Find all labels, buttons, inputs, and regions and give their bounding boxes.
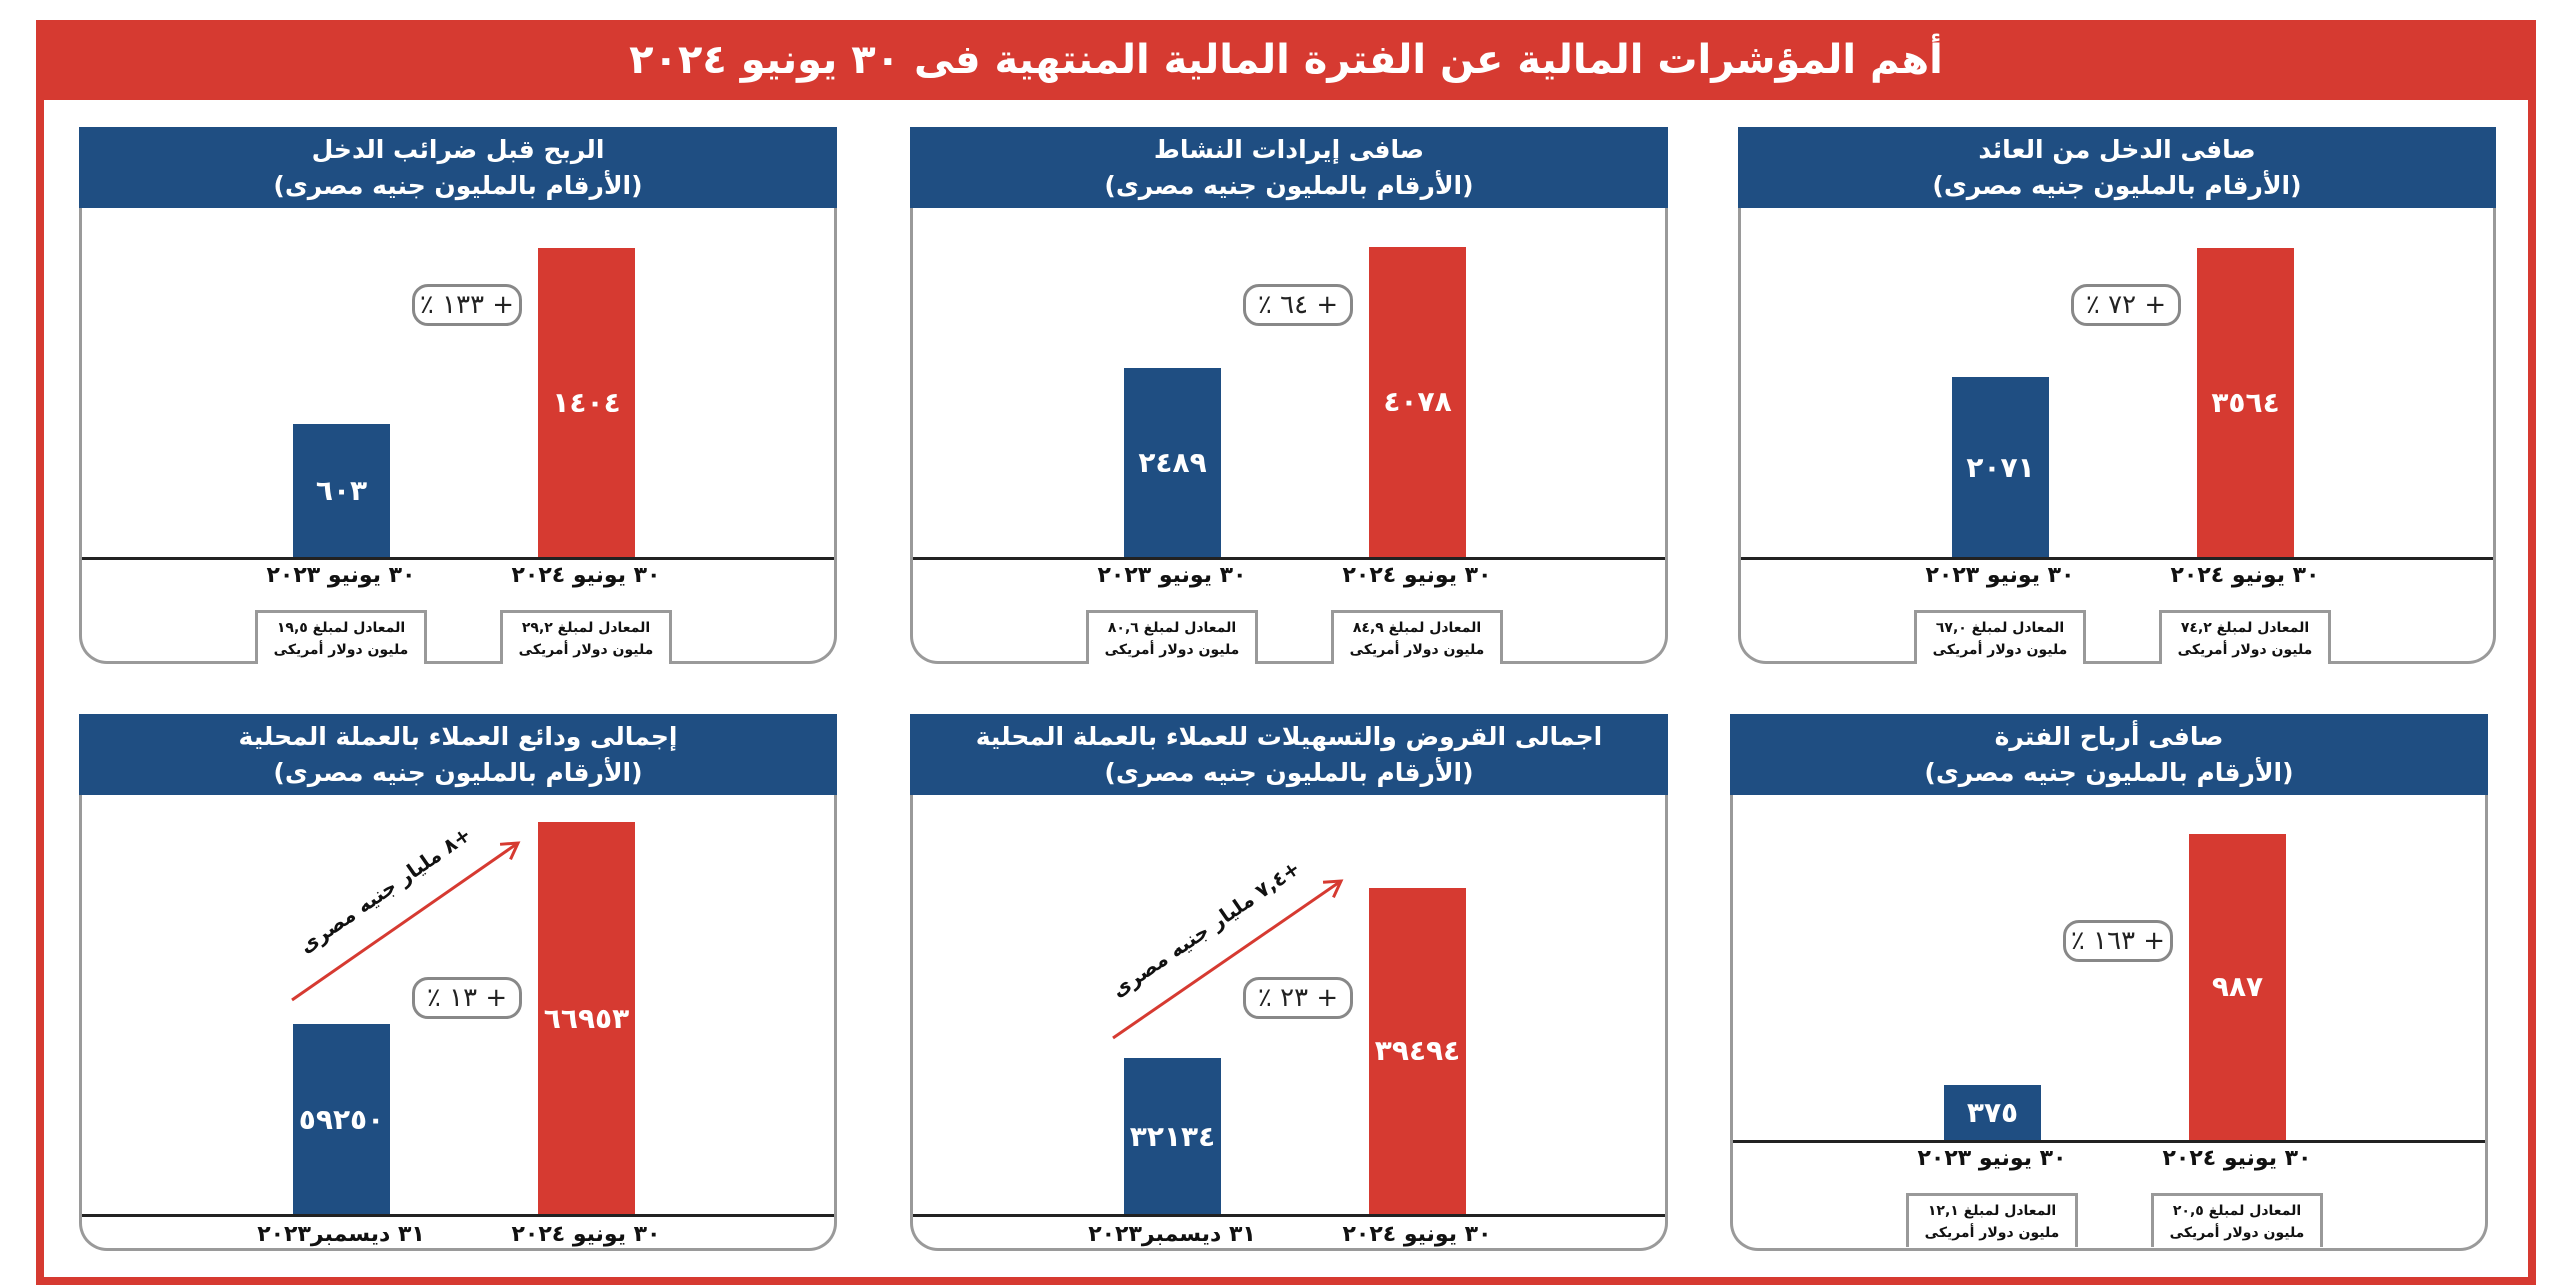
usd-unit: مليون دولار أمريكى <box>2169 1224 2305 1241</box>
chart-subtitle: (الأرقام بالمليون جنيه مصرى) <box>273 757 643 787</box>
bar-value-label: ٦٠٣ <box>315 474 368 508</box>
bar-value-label: ٣٩٤٩٤ <box>1374 1034 1461 1068</box>
usd-amount: المعادل لمبلغ ١٩,٥ <box>276 619 406 636</box>
usd-equivalent-box: المعادل لمبلغ ٨٤,٩ مليون دولار أمريكى <box>1331 610 1503 664</box>
chart-subtitle: (الأرقام بالمليون جنيه مصرى) <box>1104 757 1474 787</box>
usd-equivalent-box: المعادل لمبلغ ٢٠,٥ مليون دولار أمريكى <box>2151 1193 2323 1247</box>
x-tick-label: ٣٠ يونيو ٢٠٢٤ <box>511 563 661 588</box>
usd-unit: مليون دولار أمريكى <box>1932 641 2068 658</box>
bar-current: ٦٦٩٥٣ <box>538 822 635 1214</box>
usd-equivalent-box: المعادل لمبلغ ٨٠,٦ مليون دولار أمريكى <box>1086 610 1258 664</box>
change-percent-badge: + ١٣ ٪ <box>412 977 522 1019</box>
x-axis-baseline <box>913 1214 1665 1217</box>
usd-unit: مليون دولار أمريكى <box>1349 641 1485 658</box>
chart-header: اجمالى القروض والتسهيلات للعملاء بالعملة… <box>910 714 1668 795</box>
bar-value-label: ٢٠٧١ <box>1966 450 2035 484</box>
usd-amount: المعادل لمبلغ ٦٧,٠ <box>1935 619 2065 636</box>
bar-value-label: ٩٨٧ <box>2211 970 2264 1004</box>
bar-current: ٣٥٦٤ <box>2197 247 2294 557</box>
chart-panel-net-operating-income: صافى إيرادات النشاط (الأرقام بالمليون جني… <box>910 127 1668 664</box>
chart-header: صافى إيرادات النشاط (الأرقام بالمليون جني… <box>910 127 1668 208</box>
x-tick-label: ٣١ ديسمبر٢٠٢٣ <box>257 1222 425 1247</box>
chart-header: صافى الدخل من العائد (الأرقام بالمليون جن… <box>1738 127 2496 208</box>
usd-equivalent-box: المعادل لمبلغ ١٢,١ مليون دولار أمريكى <box>1906 1193 2078 1247</box>
x-axis-baseline <box>1741 557 2493 560</box>
bar-previous: ٥٩٢٥٠ <box>293 1024 390 1214</box>
bar-current: ٣٩٤٩٤ <box>1369 887 1466 1214</box>
x-tick-label: ٣٠ يونيو ٢٠٢٤ <box>2170 563 2320 588</box>
chart-header: إجمالى ودائع العملاء بالعملة المحلية (الأ… <box>79 714 837 795</box>
chart-panel-deposits-local-currency: إجمالى ودائع العملاء بالعملة المحلية (الأ… <box>79 714 837 1251</box>
change-percent-badge: + ١٦٣ ٪ <box>2063 920 2173 962</box>
usd-equivalent-box: المعادل لمبلغ ١٩,٥ مليون دولار أمريكى <box>255 610 427 664</box>
x-axis-baseline <box>82 557 834 560</box>
chart-title: صافى الدخل من العائد <box>1978 134 2256 164</box>
bar-previous: ٣٧٥ <box>1944 1084 2041 1140</box>
usd-unit: مليون دولار أمريكى <box>2177 641 2313 658</box>
bar-value-label: ٣٢١٣٤ <box>1129 1119 1216 1153</box>
bar-current: ١٤٠٤ <box>538 247 635 557</box>
bar-value-label: ٣٧٥ <box>1966 1095 2019 1129</box>
bar-value-label: ١٤٠٤ <box>552 385 621 419</box>
bar-current: ٤٠٧٨ <box>1369 246 1466 557</box>
x-tick-label: ٣٠ يونيو ٢٠٢٣ <box>1925 563 2075 588</box>
usd-equivalent-box: المعادل لمبلغ ٦٧,٠ مليون دولار أمريكى <box>1914 610 2086 664</box>
page-title: أهم المؤشرات المالية عن الفترة المالية ا… <box>36 20 2536 100</box>
chart-header: الربح قبل ضرائب الدخل (الأرقام بالمليون ج… <box>79 127 837 208</box>
usd-unit: مليون دولار أمريكى <box>1924 1224 2060 1241</box>
chart-panel-profit-before-tax: الربح قبل ضرائب الدخل (الأرقام بالمليون ج… <box>79 127 837 664</box>
chart-title: اجمالى القروض والتسهيلات للعملاء بالعملة… <box>975 721 1603 751</box>
chart-title: صافى إيرادات النشاط <box>1153 134 1425 164</box>
usd-equivalent-box: المعادل لمبلغ ٢٩,٢ مليون دولار أمريكى <box>500 610 672 664</box>
x-axis-baseline <box>1733 1140 2485 1143</box>
bar-value-label: ٤٠٧٨ <box>1383 385 1452 419</box>
bar-value-label: ٦٦٩٥٣ <box>543 1001 630 1035</box>
x-tick-label: ٣٠ يونيو ٢٠٢٤ <box>2162 1146 2312 1171</box>
x-tick-label: ٣٠ يونيو ٢٠٢٤ <box>511 1222 661 1247</box>
usd-unit: مليون دولار أمريكى <box>1104 641 1240 658</box>
usd-amount: المعادل لمبلغ ٨٠,٦ <box>1107 619 1237 636</box>
bar-current: ٩٨٧ <box>2189 833 2286 1140</box>
usd-equivalent-box: المعادل لمبلغ ٧٤,٢ مليون دولار أمريكى <box>2159 610 2331 664</box>
x-tick-label: ٣٠ يونيو ٢٠٢٤ <box>1342 563 1492 588</box>
change-percent-badge: + ٢٣ ٪ <box>1243 977 1353 1019</box>
usd-amount: المعادل لمبلغ ٨٤,٩ <box>1352 619 1482 636</box>
chart-subtitle: (الأرقام بالمليون جنيه مصرى) <box>1104 170 1474 200</box>
chart-header: صافى أرباح الفترة (الأرقام بالمليون جنيه … <box>1730 714 2488 795</box>
chart-panel-loans-local-currency: اجمالى القروض والتسهيلات للعملاء بالعملة… <box>910 714 1668 1251</box>
chart-panel-net-profit: صافى أرباح الفترة (الأرقام بالمليون جنيه … <box>1730 714 2488 1251</box>
x-axis-baseline <box>913 557 1665 560</box>
chart-subtitle: (الأرقام بالمليون جنيه مصرى) <box>273 170 643 200</box>
x-tick-label: ٣٠ يونيو ٢٠٢٣ <box>1917 1146 2067 1171</box>
change-percent-badge: + ١٣٣ ٪ <box>412 284 522 326</box>
growth-arrow-icon <box>291 841 521 1002</box>
chart-subtitle: (الأرقام بالمليون جنيه مصرى) <box>1932 170 2302 200</box>
x-tick-label: ٣٠ يونيو ٢٠٢٣ <box>266 563 416 588</box>
x-axis-baseline <box>82 1214 834 1217</box>
growth-arrow-icon <box>1112 879 1344 1040</box>
change-percent-badge: + ٧٢ ٪ <box>2071 284 2181 326</box>
usd-amount: المعادل لمبلغ ٢٠,٥ <box>2172 1202 2302 1219</box>
chart-title: صافى أرباح الفترة <box>1994 721 2224 751</box>
x-tick-label: ٣١ ديسمبر٢٠٢٣ <box>1088 1222 1256 1247</box>
usd-amount: المعادل لمبلغ ٧٤,٢ <box>2180 619 2310 636</box>
bar-previous: ٢٠٧١ <box>1952 377 2049 557</box>
chart-title: الربح قبل ضرائب الدخل <box>311 134 605 164</box>
usd-unit: مليون دولار أمريكى <box>518 641 654 658</box>
bar-previous: ٢٤٨٩ <box>1124 367 1221 557</box>
usd-amount: المعادل لمبلغ ٢٩,٢ <box>521 619 651 636</box>
chart-title: إجمالى ودائع العملاء بالعملة المحلية <box>238 721 678 751</box>
chart-subtitle: (الأرقام بالمليون جنيه مصرى) <box>1924 757 2294 787</box>
bar-value-label: ٢٤٨٩ <box>1138 445 1207 479</box>
usd-unit: مليون دولار أمريكى <box>273 641 409 658</box>
x-tick-label: ٣٠ يونيو ٢٠٢٤ <box>1342 1222 1492 1247</box>
bar-value-label: ٥٩٢٥٠ <box>298 1102 385 1136</box>
change-percent-badge: + ٦٤ ٪ <box>1243 284 1353 326</box>
chart-panel-net-interest-income: صافى الدخل من العائد (الأرقام بالمليون جن… <box>1738 127 2496 664</box>
bar-previous: ٦٠٣ <box>293 424 390 557</box>
bar-previous: ٣٢١٣٤ <box>1124 1058 1221 1214</box>
x-tick-label: ٣٠ يونيو ٢٠٢٣ <box>1097 563 1247 588</box>
usd-amount: المعادل لمبلغ ١٢,١ <box>1927 1202 2057 1219</box>
bar-value-label: ٣٥٦٤ <box>2211 385 2280 419</box>
